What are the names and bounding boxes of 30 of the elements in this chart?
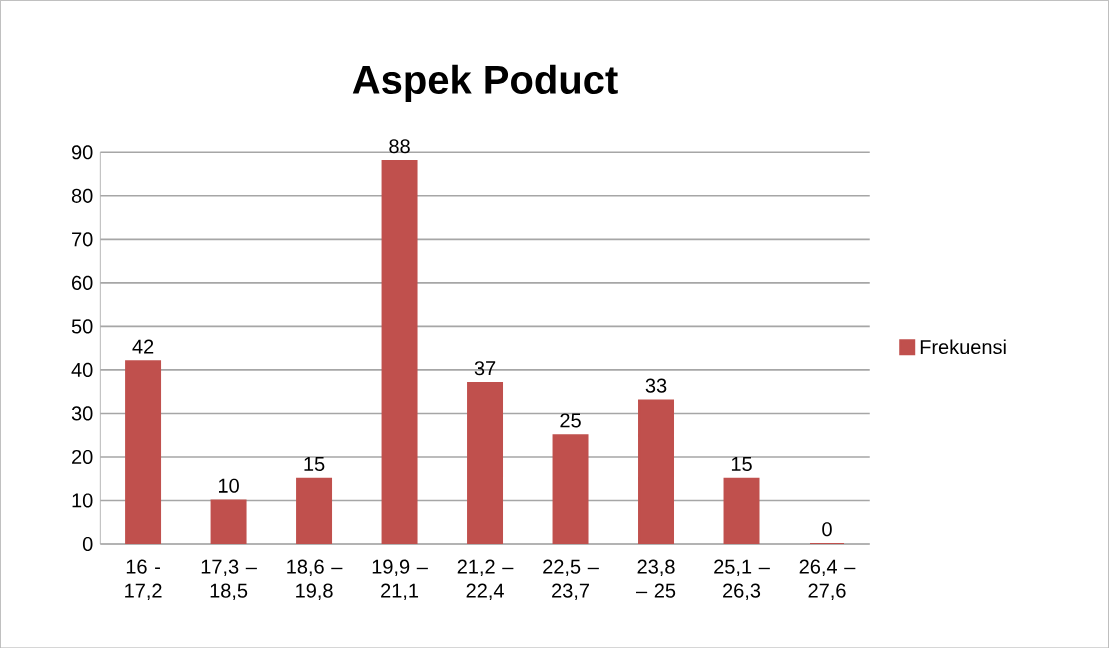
x-tick-label: 23,8 – 25 [636, 559, 676, 598]
y-tick-label: 40 [71, 362, 93, 377]
legend-label: Frekuensi [920, 339, 1006, 354]
data-label: 88 [389, 139, 410, 154]
y-tick-label: 80 [71, 188, 93, 203]
data-label: 10 [218, 478, 239, 493]
data-label: 0 [822, 522, 832, 537]
y-tick-label: 50 [71, 319, 93, 334]
x-tick-label: 21,2 – 22,4 [457, 559, 514, 600]
data-label: 25 [560, 413, 581, 428]
y-tick-label: 10 [72, 493, 93, 508]
x-tick-label: 18,6 – 19,8 [287, 559, 343, 600]
data-label: 42 [132, 339, 154, 354]
y-tick-label: 60 [72, 275, 93, 290]
y-tick-label: 70 [72, 232, 93, 247]
x-tick-label: 22,5 – 23,7 [543, 559, 599, 600]
chart-title: Aspek Poduct [352, 64, 618, 102]
x-tick-label: 19,9 – 21,1 [372, 559, 428, 600]
data-label: 37 [474, 361, 496, 376]
x-tick-label: 17,3 – 18,5 [201, 559, 257, 600]
data-label: 15 [731, 456, 752, 471]
y-tick-label: 30 [71, 406, 93, 421]
data-label: 15 [304, 456, 325, 471]
data-label: 33 [645, 378, 667, 393]
y-tick-label: 90 [71, 145, 93, 160]
y-tick-label: 0 [82, 536, 93, 551]
x-tick-label: 26,4 – 27,6 [799, 559, 856, 600]
x-tick-label: 16 - 17,2 [125, 559, 162, 600]
x-tick-label: 25,1 – 26,3 [714, 559, 770, 600]
y-tick-label: 20 [72, 449, 93, 464]
